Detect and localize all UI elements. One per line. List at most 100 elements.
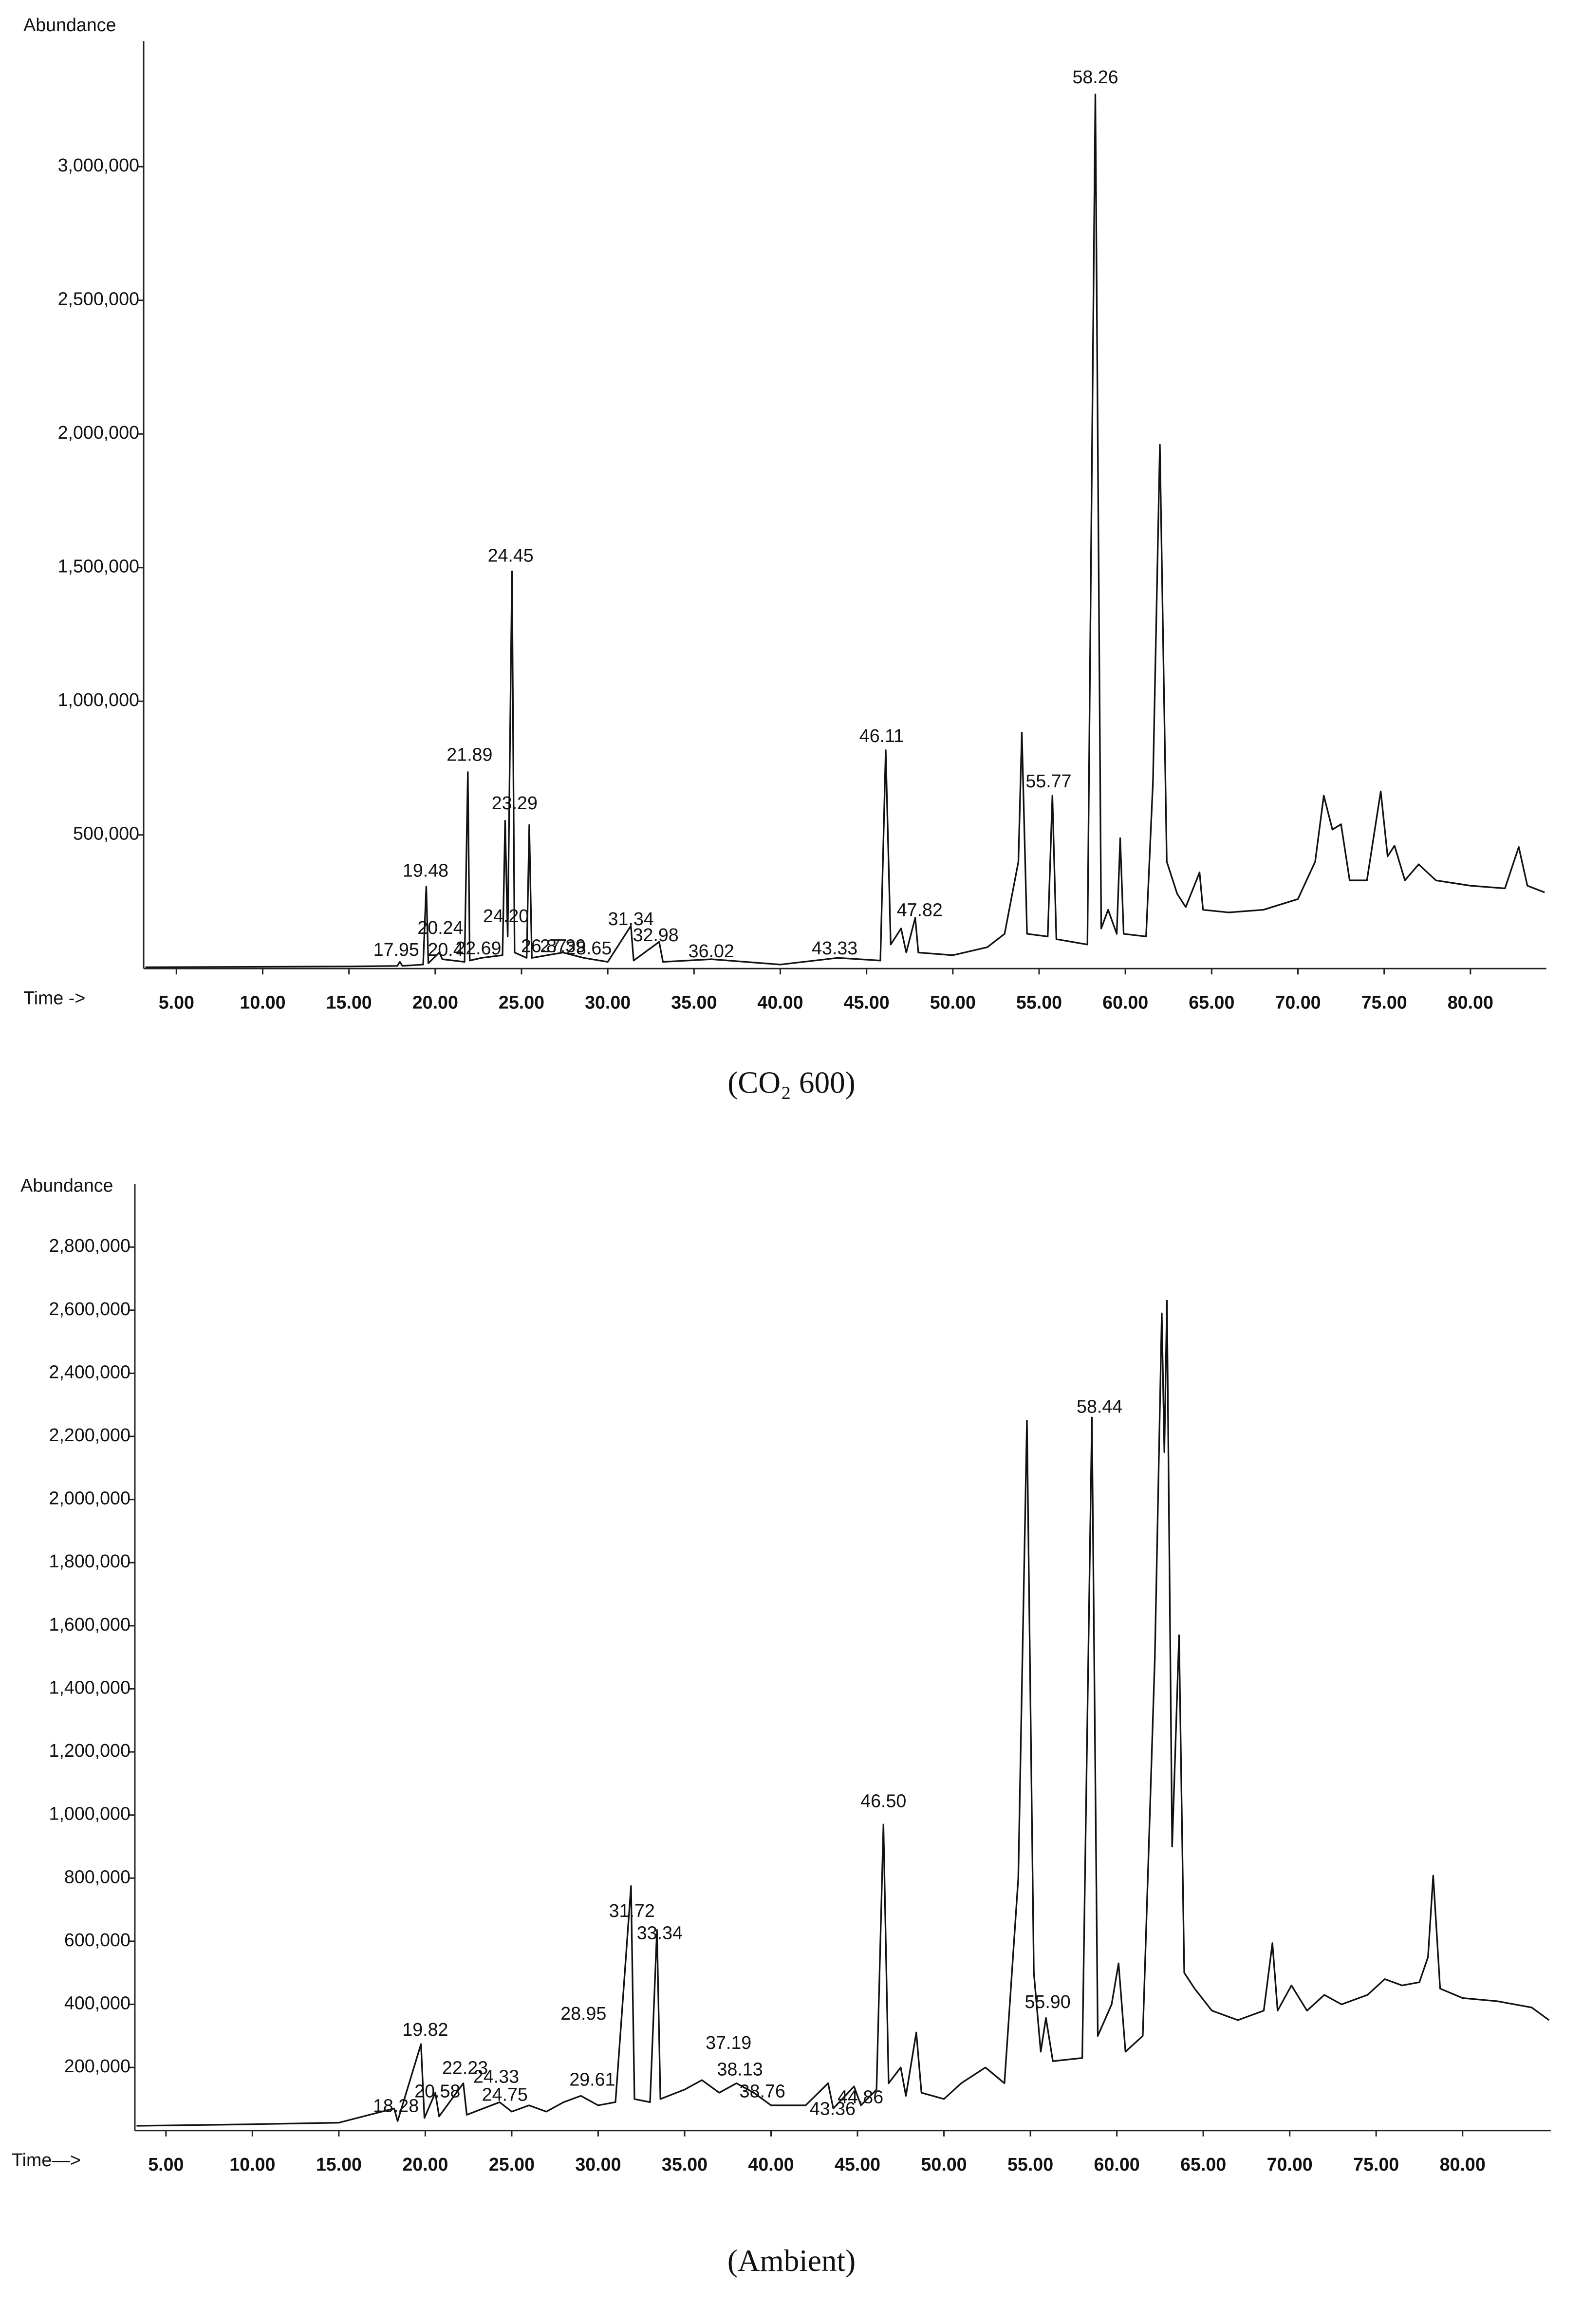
x-tick-label: 35.00 [662,2154,708,2175]
peak-label: 22.23 [442,2057,488,2078]
x-tick-label: 55.00 [1016,992,1062,1012]
x-tick-label: 30.00 [575,2154,621,2175]
peak-label: 43.33 [812,938,857,958]
x-tick-label: 55.00 [1007,2154,1053,2175]
y-tick-label: 2,200,000 [49,1425,130,1445]
x-tick-label: 50.00 [921,2154,967,2175]
peak-label: 24.33 [473,2066,519,2086]
peak-label: 20.4 [428,939,463,960]
peak-label: 37.19 [706,2032,751,2053]
y-tick-label: 800,000 [64,1866,130,1887]
peak-label: 28.95 [560,2003,606,2024]
peak-label: 43.36 [810,2099,856,2119]
peak-label: 19.48 [403,860,448,880]
x-tick-label: 65.00 [1180,2154,1226,2175]
x-tick-label: 70.00 [1275,992,1321,1012]
peak-label: 21.89 [447,744,492,765]
peak-label: 38.76 [740,2081,785,2101]
y-tick-label: 400,000 [64,1992,130,2013]
peak-label: 20.58 [414,2081,460,2101]
chromatogram-line [136,1300,1550,2127]
x-tick-label: 5.00 [159,992,194,1012]
chromatogram-line [145,93,1545,968]
peak-label: 24.75 [482,2084,528,2104]
peak-label: 24.20 [483,906,529,926]
peak-label: 31.72 [609,1900,655,1921]
peak-label: 58.26 [1072,67,1118,87]
peak-label: 38.13 [717,2059,763,2080]
peak-label: 17.95 [373,939,419,960]
peak-label: 24.45 [488,545,534,566]
x-tick-label: 75.00 [1361,992,1407,1012]
x-tick-label: 35.00 [671,992,717,1012]
peak-label: 46.50 [860,1791,906,1811]
y-tick-label: 1,200,000 [49,1740,130,1761]
peak-label: 33.34 [637,1923,683,1943]
x-tick-label: 60.00 [1094,2154,1140,2175]
x-tick-label: 40.00 [757,992,803,1012]
x-tick-label: 45.00 [835,2154,880,2175]
peak-label: 26.87 [521,935,567,956]
x-tick-label: 15.00 [316,2154,362,2175]
x-tick-label: 20.00 [412,992,458,1012]
x-tick-label: 40.00 [748,2154,794,2175]
y-tick-label: 1,000,000 [58,689,139,710]
peak-label: 44.86 [838,2087,883,2107]
y-tick-label: 1,000,000 [49,1803,130,1824]
peak-label: 18.28 [373,2096,419,2116]
peak-label: 23.29 [492,793,538,813]
peak-label: 32.98 [633,925,679,945]
y-tick-label: 2,400,000 [49,1361,130,1382]
x-tick-label: 20.00 [402,2154,448,2175]
caption: (Ambient) [727,2244,856,2278]
y-axis-label: Abundance [20,1175,113,1196]
caption: (CO₂ 600) [727,1066,856,1100]
peak-label: 47.82 [897,900,943,920]
x-tick-label: 80.00 [1448,992,1493,1012]
y-tick-label: 500,000 [73,823,139,844]
y-tick-label: 2,000,000 [49,1488,130,1508]
x-tick-label: 80.00 [1440,2154,1486,2175]
y-tick-label: 2,000,000 [58,422,139,443]
y-tick-label: 2,600,000 [49,1299,130,1319]
x-tick-label: 30.00 [585,992,631,1012]
x-axis-label: Time—> [12,2150,81,2170]
peak-label: 36.02 [689,941,734,961]
peak-label: 31.34 [608,909,654,929]
y-tick-label: 200,000 [64,2056,130,2076]
y-axis-label: Abundance [23,15,116,35]
peak-label: 55.90 [1025,1991,1071,2012]
y-tick-label: 1,600,000 [49,1614,130,1635]
y-tick-label: 600,000 [64,1930,130,1950]
x-tick-label: 25.00 [489,2154,535,2175]
y-tick-label: 1,400,000 [49,1677,130,1697]
y-tick-label: 2,500,000 [58,289,139,309]
peak-label: 58.44 [1077,1396,1122,1417]
x-axis-label: Time -> [23,987,85,1008]
peak-label: 46.11 [859,725,904,746]
x-tick-label: 25.00 [499,992,544,1012]
x-tick-label: 75.00 [1353,2154,1399,2175]
x-tick-label: 50.00 [930,992,976,1012]
peak-label: 20.24 [417,917,463,938]
peak-label: 22.69 [455,938,501,958]
x-tick-label: 5.00 [148,2154,184,2175]
peak-label: 55.77 [1025,771,1071,791]
y-tick-label: 2,800,000 [49,1235,130,1256]
x-tick-label: 70.00 [1267,2154,1313,2175]
peak-label: 27.39 [540,935,586,956]
peak-label: 19.82 [402,2019,448,2040]
peak-label: 28.65 [566,938,612,958]
y-tick-label: 1,800,000 [49,1551,130,1571]
x-tick-label: 10.00 [240,992,285,1012]
x-tick-label: 65.00 [1189,992,1234,1012]
x-tick-label: 45.00 [844,992,890,1012]
y-tick-label: 1,500,000 [58,556,139,576]
x-tick-label: 60.00 [1102,992,1148,1012]
peak-label: 29.61 [569,2069,615,2089]
x-tick-label: 15.00 [326,992,372,1012]
y-tick-label: 3,000,000 [58,155,139,175]
x-tick-label: 10.00 [229,2154,275,2175]
